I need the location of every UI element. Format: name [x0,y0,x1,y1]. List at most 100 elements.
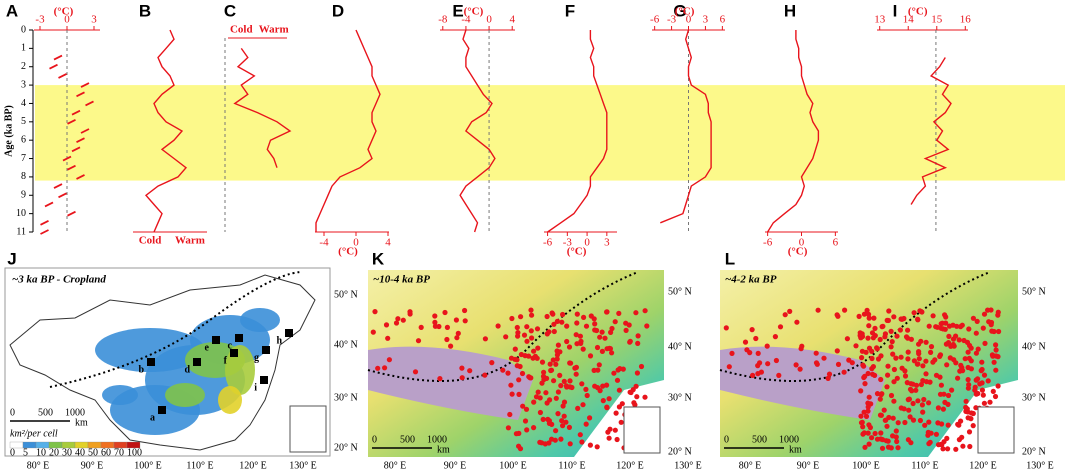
site-dot [866,394,872,400]
age-axis-label: Age (ka BP) [3,105,14,157]
site-dot [956,422,962,428]
site-dot [557,372,563,378]
site-dot [529,312,535,318]
site-dot [923,358,929,364]
site-dot [993,347,999,353]
panel-label: G [673,1,686,20]
site-dot [945,422,951,428]
site-dot [938,382,945,388]
value-tick-label: 0 [486,14,492,26]
dash-mark [71,146,81,153]
panel-label: I [893,1,898,20]
scale-label: Warm [175,235,205,247]
site-dot [444,324,450,330]
site-dot [870,371,876,377]
panel-label: D [332,1,344,20]
dash-mark [76,91,85,98]
site-dot [561,399,568,405]
site-dot [442,309,448,316]
site-dot [878,436,884,442]
site-dot [918,381,925,388]
site-dot [864,307,870,313]
dash-mark [67,119,76,125]
site-dot [874,391,881,397]
boundary-line [719,271,991,382]
site-dot [863,413,870,419]
site-dot [415,338,422,344]
age-tick-label: 4 [21,98,26,109]
site-dot [553,428,559,434]
site-dot [453,317,459,323]
site-dot [834,348,840,354]
site-dot [635,333,641,339]
panel-label: F [565,1,575,20]
site-dot [858,388,864,394]
site-dot [580,402,586,408]
site-dot [642,308,648,314]
site-dot [940,446,946,452]
site-dot [566,424,573,430]
site-dot [574,320,580,326]
site-dot [898,354,904,360]
value-tick-label: 4 [385,237,391,249]
lon-label: 110° E [558,460,585,471]
site-marker [285,329,293,337]
site-dot [623,327,629,333]
curve [459,29,496,233]
site-dot [874,346,880,352]
site-dot [588,313,594,319]
site-dot [587,415,593,421]
lat-label: 40° N [1022,341,1046,352]
legend-label: 20 [49,447,59,458]
site-dot [726,364,732,370]
site-dot [594,444,600,450]
site-dot [633,310,639,316]
lon-label: 130° E [1026,460,1054,471]
site-dot [753,335,759,342]
site-dot [893,355,899,361]
site-dot [375,365,381,371]
site-dot [553,395,559,401]
site-dot [889,339,895,345]
value-tick-label: -3 [667,14,677,26]
site-dot [961,337,967,344]
site-dot [945,446,951,452]
site-dot [877,412,884,418]
site-dot [975,346,981,352]
site-marker [147,358,155,366]
site-dot [489,360,495,366]
site-dot [973,350,980,356]
site-dot [886,308,892,314]
site-dot [835,313,841,319]
legend-label: 50 [88,447,98,458]
age-tick-label: 1 [21,43,26,54]
age-tick-label: 8 [21,171,26,182]
site-dot [793,362,799,368]
site-dot [898,316,904,322]
lon-label: 130° E [289,460,317,471]
value-tick-label: 3 [91,14,97,26]
age-tick-label: 11 [16,226,26,237]
site-dot [418,324,424,330]
site-dot [975,390,981,397]
unit-label: (°C) [338,246,358,258]
map-label: K [372,249,385,268]
site-dot [532,353,539,359]
site-dot [560,311,566,318]
site-dot [575,405,581,411]
site-dot [772,334,779,340]
site-dot [632,402,638,408]
site-dot [945,340,952,346]
site-dot [967,342,973,349]
site-dot [574,311,580,317]
site-dot [877,396,883,402]
site-dot [764,343,770,349]
dash-mark [67,164,76,171]
site-dot [981,400,988,406]
lat-label: 30° N [1022,392,1046,403]
site-dot [541,369,547,375]
site-dot [979,387,986,393]
site-dot [600,398,606,404]
value-tick-label: 3 [703,14,709,26]
lon-label: 80° E [739,460,762,471]
